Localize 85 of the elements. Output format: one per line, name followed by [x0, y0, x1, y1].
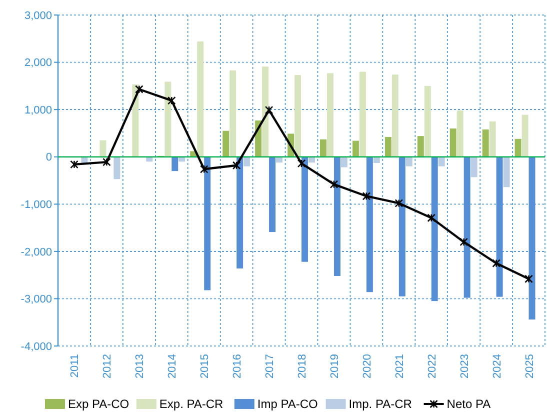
x-tick-label: 2017	[264, 354, 276, 378]
bar	[392, 74, 398, 157]
bar	[222, 130, 230, 157]
legend-label: Imp. PA-CR	[348, 397, 412, 412]
x-tick-label: 2025	[524, 354, 536, 378]
bar	[366, 156, 373, 292]
y-tick-label: -2,000	[20, 246, 52, 258]
bar	[164, 82, 172, 157]
bar	[294, 75, 301, 157]
bar	[456, 110, 464, 157]
bar	[204, 156, 211, 290]
x-tick-label: 2016	[232, 354, 244, 378]
bar	[132, 84, 139, 157]
legend-label: Imp PA-CO	[257, 397, 318, 412]
x-tick-label: 2024	[491, 354, 504, 378]
bar	[522, 114, 528, 157]
y-tick-label: -4,000	[20, 340, 52, 353]
point	[394, 199, 404, 208]
legend-label: Exp PA-CO	[68, 397, 130, 412]
point	[167, 96, 176, 105]
bar	[236, 156, 244, 268]
bar	[340, 156, 348, 168]
legend-label: Exp. PA-CR	[159, 397, 224, 412]
y-tick-label: 2,000	[24, 57, 52, 70]
bar	[100, 140, 106, 157]
bar	[514, 138, 522, 157]
bar	[114, 156, 120, 180]
y-tick-label: 0	[46, 152, 52, 164]
point	[362, 192, 371, 200]
point	[200, 165, 208, 174]
bar	[398, 156, 406, 296]
x-tick-label: 2013	[134, 354, 146, 378]
bar	[320, 139, 326, 157]
point	[427, 214, 436, 222]
point	[102, 158, 111, 166]
bar	[230, 70, 236, 157]
x-tick-label: 2015	[199, 354, 212, 378]
x-tick-label: 2020	[361, 354, 374, 378]
x-tick-label: 2014	[166, 354, 179, 378]
bar	[262, 66, 269, 157]
bar	[496, 156, 503, 297]
y-tick-label: 3,000	[24, 10, 52, 22]
bar	[384, 136, 392, 157]
point	[492, 259, 500, 268]
bar	[373, 156, 380, 164]
bar	[269, 156, 276, 232]
bar	[302, 156, 308, 262]
bar	[482, 129, 489, 157]
legend-label: Neto PA	[446, 397, 491, 412]
bar	[470, 156, 478, 178]
bar	[489, 121, 496, 157]
bar	[464, 156, 470, 298]
point	[524, 274, 533, 284]
point	[264, 106, 274, 114]
x-tick-label: 2018	[296, 354, 308, 378]
bar	[450, 128, 456, 157]
point	[297, 159, 306, 168]
bar	[359, 72, 366, 157]
bar	[503, 156, 510, 188]
point	[70, 160, 78, 169]
y-tick-label: -1,000	[20, 198, 52, 211]
point	[135, 85, 144, 94]
x-tick-label: 2012	[102, 354, 114, 378]
bar	[438, 156, 445, 166]
bar	[528, 156, 536, 320]
x-tick-label: 2019	[328, 354, 341, 378]
bar	[431, 156, 438, 302]
x-tick-label: 2011	[69, 354, 82, 378]
point	[330, 180, 338, 188]
bar	[172, 156, 178, 172]
bar	[424, 86, 431, 157]
bar	[326, 73, 334, 157]
bar	[244, 156, 250, 166]
bar	[334, 156, 340, 276]
point	[232, 161, 241, 170]
x-tick-label: 2022	[426, 354, 438, 378]
x-tick-label: 2023	[458, 354, 471, 378]
x-tick-label: 2021	[394, 354, 406, 378]
y-tick-label: 1,000	[24, 104, 52, 116]
bar	[406, 156, 412, 166]
bar	[417, 136, 424, 157]
bar	[197, 41, 204, 157]
bar	[352, 140, 359, 157]
y-tick-label: -3,000	[20, 294, 52, 306]
point	[460, 238, 468, 246]
